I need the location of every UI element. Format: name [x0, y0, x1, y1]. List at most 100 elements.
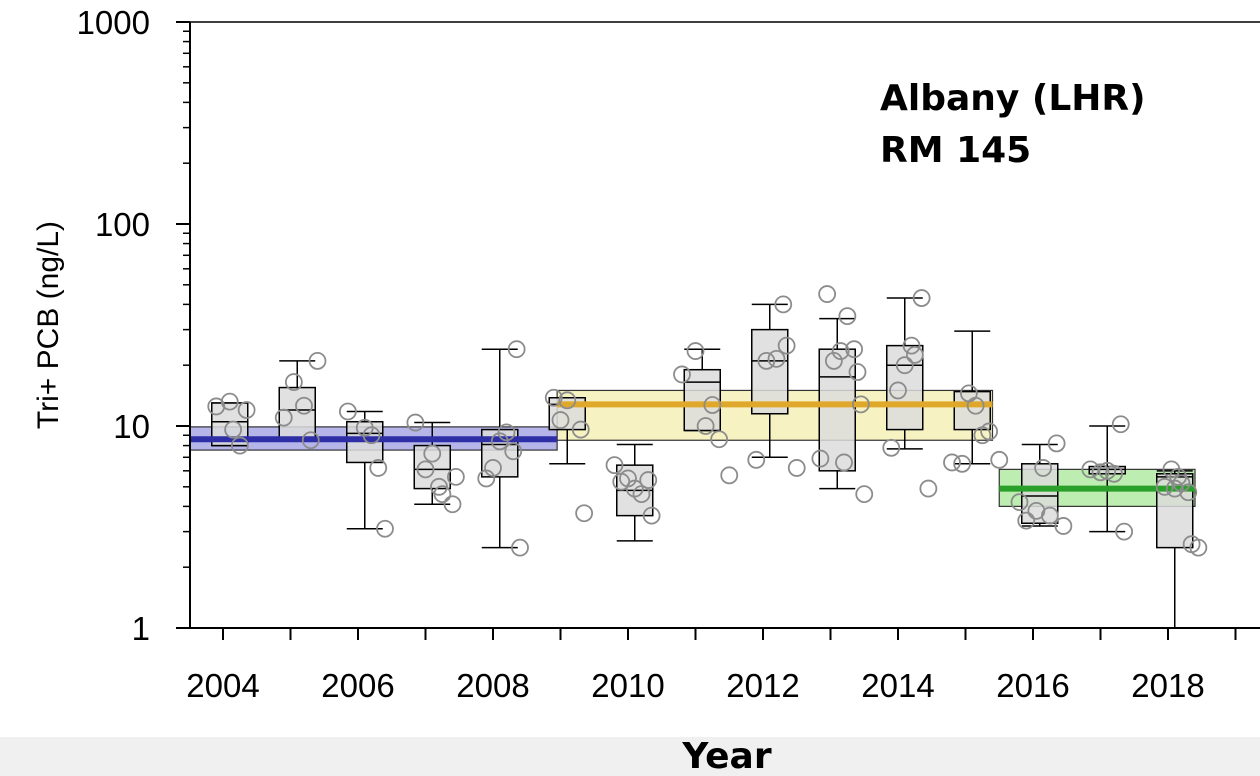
observation-point: [504, 442, 523, 461]
observation-point: [369, 459, 388, 477]
observation-point: [376, 519, 394, 538]
observation-point: [220, 392, 239, 411]
y-tick-label: 1: [132, 610, 150, 647]
observation-point: [824, 352, 843, 370]
observation-point: [919, 479, 938, 498]
observation-point: [551, 411, 570, 429]
observation-point: [943, 453, 961, 472]
observation-point: [642, 506, 661, 525]
x-tick-label: 2006: [321, 667, 394, 704]
period-mean-lines: [190, 401, 1195, 492]
observation-point: [1105, 464, 1123, 483]
observation-point: [575, 504, 594, 523]
observation-point: [511, 538, 529, 557]
observation-point: [639, 471, 658, 489]
observation-point: [990, 450, 1009, 469]
observation-point: [980, 422, 999, 441]
observation-point: [497, 423, 516, 442]
observation-point: [777, 336, 796, 355]
observation-point: [1111, 415, 1130, 434]
observation-point: [912, 289, 931, 307]
observation-point: [274, 408, 293, 427]
box-iqr: [278, 386, 316, 442]
observation-point: [1017, 511, 1036, 530]
observation-point: [632, 485, 651, 504]
box-2015: [953, 330, 991, 465]
observation-point: [284, 373, 303, 391]
observation-point: [295, 396, 313, 415]
observation-point: [747, 450, 766, 469]
box-series: [211, 297, 1194, 629]
x-tick-label: 2004: [186, 667, 259, 704]
observation-point: [507, 340, 526, 359]
box-2011: [683, 348, 721, 432]
box-2016: [1021, 443, 1059, 527]
x-tick-label: 2016: [996, 667, 1069, 704]
observation-point: [605, 456, 624, 475]
observation-point: [831, 342, 850, 360]
observation-point: [338, 402, 357, 421]
observation-point: [953, 454, 972, 473]
observation-point: [1047, 434, 1066, 453]
box-iqr: [818, 348, 856, 472]
observation-point: [696, 417, 715, 435]
observation-points: [207, 285, 1208, 557]
observation-point: [484, 459, 502, 477]
y-tick-label: 1000: [77, 4, 150, 41]
observation-point: [686, 342, 705, 360]
y-ticks: 1 10 100 1000: [77, 4, 190, 647]
observation-point: [558, 391, 577, 410]
observation-point: [1179, 483, 1198, 502]
x-tick-label: 2010: [591, 667, 664, 704]
observation-point: [787, 459, 806, 477]
observation-point: [811, 449, 830, 468]
x-ticks: 2004 2006 2008 2010 2012 2014 2016 2018: [186, 628, 1237, 704]
box-iqr: [751, 328, 789, 415]
observation-point: [905, 345, 924, 364]
box-iqr: [1021, 463, 1059, 525]
observation-point: [308, 352, 327, 370]
box-2013: [818, 317, 856, 490]
observation-point: [966, 396, 985, 415]
observation-point: [1081, 460, 1100, 479]
observation-point: [882, 438, 901, 457]
box-iqr: [683, 368, 721, 432]
observation-point: [433, 485, 452, 504]
observation-point: [767, 349, 786, 368]
x-tick-label: 2014: [861, 667, 934, 704]
observation-point: [362, 426, 381, 445]
observation-point: [848, 363, 867, 381]
observation-point: [855, 485, 874, 504]
box-2010: [616, 443, 654, 542]
x-tick-label: 2008: [456, 667, 529, 704]
observation-point: [1172, 474, 1191, 493]
observation-point: [423, 444, 442, 463]
x-tick-label: 2018: [1131, 667, 1204, 704]
observation-point: [845, 340, 864, 359]
observation-point: [443, 495, 462, 514]
y-tick-label: 100: [95, 206, 150, 243]
observation-point: [851, 395, 870, 414]
x-tick-label: 2012: [726, 667, 799, 704]
box-2012: [751, 303, 789, 459]
observation-point: [490, 432, 509, 451]
observation-point: [673, 365, 691, 384]
y-axis-label: Tri+ PCB (ng/L): [32, 221, 65, 429]
observation-point: [1040, 506, 1059, 525]
observation-point: [1091, 463, 1110, 482]
observation-point: [230, 436, 249, 455]
axes: [189, 21, 1260, 629]
footer-band: [0, 737, 1260, 776]
observation-point: [237, 401, 256, 419]
observation-point: [224, 420, 243, 439]
observation-point: [416, 460, 435, 479]
observation-point: [838, 307, 857, 325]
observation-point: [720, 466, 739, 485]
observation-point: [571, 420, 590, 439]
observation-point: [895, 356, 914, 375]
observation-point: [1189, 538, 1208, 557]
observation-point: [544, 388, 563, 407]
observation-point: [902, 336, 921, 355]
observation-point: [757, 352, 776, 370]
